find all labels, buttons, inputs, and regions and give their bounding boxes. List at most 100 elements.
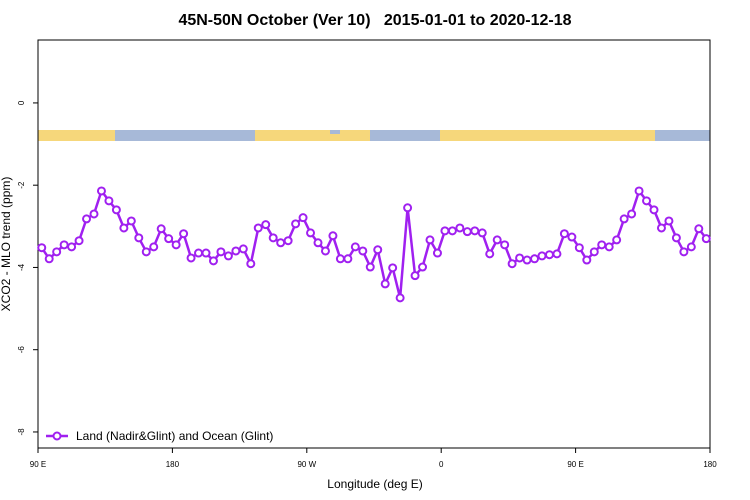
- data-point: [328, 231, 338, 241]
- data-point: [649, 205, 659, 215]
- x-axis-label: Longitude (deg E): [327, 477, 422, 491]
- data-point: [201, 248, 211, 258]
- x-tick-label: 180: [166, 460, 180, 469]
- data-point: [500, 240, 510, 250]
- y-tick-label: -2: [17, 181, 26, 189]
- data-point: [171, 240, 181, 250]
- x-tick-label: 0: [439, 460, 444, 469]
- data-point: [552, 249, 562, 259]
- data-point: [656, 223, 666, 233]
- data-point: [522, 255, 532, 265]
- data-point: [253, 223, 263, 233]
- data-point: [291, 219, 301, 229]
- data-point: [313, 238, 323, 248]
- data-point: [156, 224, 166, 234]
- data-point: [574, 243, 584, 253]
- data-point: [589, 247, 599, 257]
- land-ocean-band: [38, 130, 710, 141]
- data-point: [238, 244, 248, 254]
- land-strip: [38, 130, 115, 141]
- data-point: [515, 253, 525, 263]
- data-point: [477, 228, 487, 238]
- data-point: [194, 248, 204, 258]
- data-point: [231, 246, 241, 256]
- data-point: [373, 245, 383, 255]
- y-tick-label: 0: [17, 100, 26, 105]
- data-point: [216, 247, 226, 257]
- data-point: [388, 263, 398, 273]
- land-strip: [440, 130, 655, 141]
- data-point: [104, 196, 114, 206]
- data-point: [679, 247, 689, 257]
- data-point: [208, 256, 218, 266]
- data-point: [671, 233, 681, 243]
- data-point: [701, 234, 711, 244]
- y-tick-label: -8: [17, 428, 26, 436]
- data-point: [89, 209, 99, 219]
- data-point: [380, 279, 390, 289]
- data-point: [134, 233, 144, 243]
- data-point: [559, 229, 569, 239]
- data-point: [619, 214, 629, 224]
- data-point: [335, 254, 345, 264]
- data-point: [223, 251, 233, 261]
- data-point: [418, 262, 428, 272]
- data-point: [44, 254, 54, 264]
- data-point: [634, 186, 644, 196]
- x-tick-label: 90 W: [297, 460, 316, 469]
- data-point: [530, 254, 540, 264]
- y-tick-label: -4: [17, 263, 26, 271]
- data-point: [686, 242, 696, 252]
- x-tick-label: 90 E: [567, 460, 583, 469]
- data-point: [179, 229, 189, 239]
- data-point: [186, 253, 196, 263]
- data-point: [567, 232, 577, 242]
- data-point: [320, 246, 330, 256]
- data-point: [276, 238, 286, 248]
- data-point: [119, 223, 129, 233]
- data-point: [455, 223, 465, 233]
- plot-frame: [37, 39, 711, 449]
- ocean-strip: [115, 130, 255, 141]
- data-point: [283, 236, 293, 246]
- data-point: [694, 224, 704, 234]
- data-point: [492, 235, 502, 245]
- data-point: [403, 203, 413, 213]
- data-point: [74, 236, 84, 246]
- data-point: [67, 242, 77, 252]
- data-point: [141, 247, 151, 257]
- data-point: [52, 247, 62, 257]
- data-point: [395, 293, 405, 303]
- y-axis-label: XCO2 - MLO trend (ppm): [0, 177, 13, 312]
- chart-title: 45N-50N October (Ver 10) 2015-01-01 to 2…: [178, 12, 571, 29]
- x-tick-label: 180: [703, 460, 717, 469]
- land-strip: [255, 130, 370, 141]
- data-point: [432, 248, 442, 258]
- data-point: [544, 250, 554, 260]
- data-point: [537, 251, 547, 261]
- data-point: [246, 259, 256, 269]
- data-point: [149, 242, 159, 252]
- y-tick-label: -6: [17, 346, 26, 354]
- x-tick-label: 90 E: [30, 460, 46, 469]
- data-point: [164, 234, 174, 244]
- legend-label: Land (Nadir&Glint) and Ocean (Glint): [76, 429, 273, 443]
- ocean-strip: [330, 130, 340, 134]
- data-point: [350, 242, 360, 252]
- data-point: [82, 214, 92, 224]
- data-point: [612, 235, 622, 245]
- data-point: [604, 242, 614, 252]
- data-point: [358, 246, 368, 256]
- data-point: [627, 209, 637, 219]
- data-point: [425, 235, 435, 245]
- data-point: [410, 271, 420, 281]
- data-point: [664, 216, 674, 226]
- data-point: [268, 233, 278, 243]
- data-point: [462, 227, 472, 237]
- data-point: [37, 243, 47, 253]
- ocean-strip: [370, 130, 440, 141]
- data-point: [306, 228, 316, 238]
- data-point: [507, 259, 517, 269]
